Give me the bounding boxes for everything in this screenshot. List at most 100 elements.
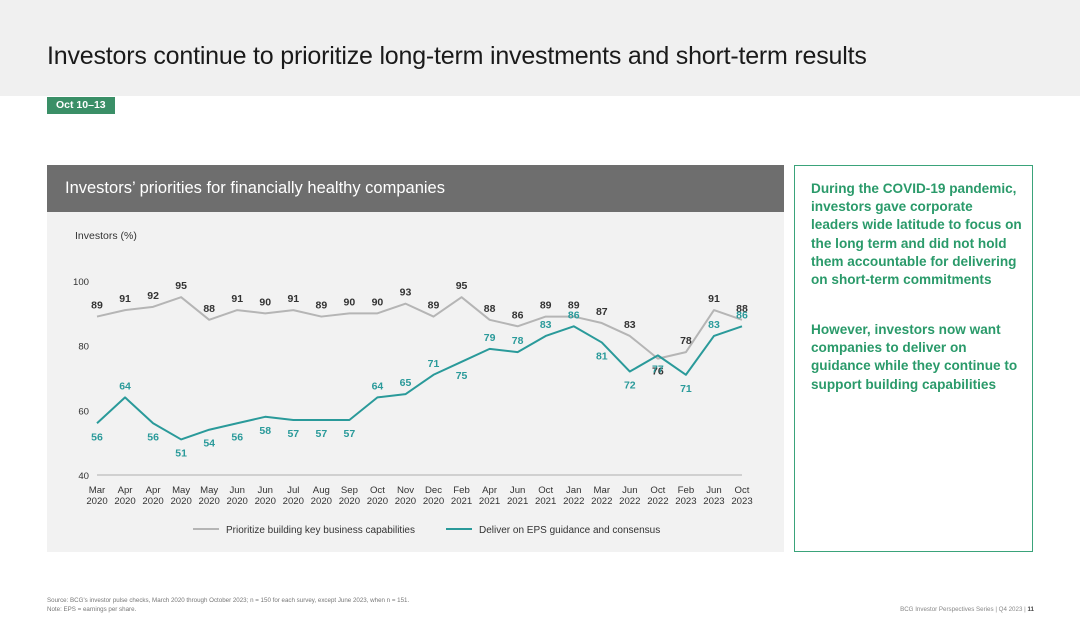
data-label-eps: 71 xyxy=(428,358,440,370)
y-tick-label: 60 xyxy=(78,406,89,417)
x-tick-month: Aug xyxy=(313,485,330,496)
x-tick-month: Jun xyxy=(622,485,637,496)
series-line-eps xyxy=(96,325,743,441)
x-tick-month: Dec xyxy=(425,485,442,496)
x-tick-year: 2022 xyxy=(647,496,668,507)
x-tick-year: 2020 xyxy=(283,496,304,507)
data-label-eps: 72 xyxy=(624,380,636,392)
x-tick-month: Apr xyxy=(482,485,498,496)
data-label-capabilities: 89 xyxy=(568,300,580,312)
x-tick-month: Feb xyxy=(453,485,470,496)
data-label-capabilities: 76 xyxy=(652,366,664,378)
data-label-capabilities: 87 xyxy=(596,306,608,318)
data-label-capabilities: 91 xyxy=(231,293,243,305)
x-tick-year: 2020 xyxy=(367,496,388,507)
data-label-eps: 57 xyxy=(344,428,356,440)
data-label-eps: 51 xyxy=(175,447,187,459)
chart-header: Investors’ priorities for financially he… xyxy=(47,165,784,212)
x-tick-month: May xyxy=(200,485,218,496)
data-label-eps: 83 xyxy=(540,319,552,331)
x-tick-year: 2020 xyxy=(170,496,191,507)
data-label-eps: 56 xyxy=(231,431,243,443)
x-tick-month: Oct xyxy=(735,485,750,496)
x-tick-year: 2020 xyxy=(311,496,332,507)
data-label-capabilities: 89 xyxy=(428,300,440,312)
data-label-capabilities: 89 xyxy=(91,300,103,312)
header-band xyxy=(0,0,1080,96)
data-label-eps: 78 xyxy=(512,335,524,347)
x-tick-month: Jun xyxy=(706,485,721,496)
y-axis-label: Investors (%) xyxy=(75,230,137,242)
data-label-eps: 77 xyxy=(652,363,664,375)
data-label-capabilities: 90 xyxy=(344,296,356,308)
source-note: Source: BCG's investor pulse checks, Mar… xyxy=(47,597,410,604)
data-label-eps: 79 xyxy=(484,332,496,344)
data-label-capabilities: 89 xyxy=(316,300,328,312)
data-label-eps: 81 xyxy=(596,350,608,362)
data-label-capabilities: 90 xyxy=(372,296,384,308)
chart-panel: Investors’ priorities for financially he… xyxy=(47,165,784,552)
data-label-eps: 71 xyxy=(680,383,692,395)
data-label-capabilities: 91 xyxy=(119,293,131,305)
page-title: Investors continue to prioritize long-te… xyxy=(47,42,867,70)
x-tick-year: 2020 xyxy=(339,496,360,507)
data-label-capabilities: 91 xyxy=(708,293,720,305)
data-label-capabilities: 95 xyxy=(175,280,187,292)
series-line-capabilities xyxy=(96,296,743,360)
x-tick-year: 2022 xyxy=(591,496,612,507)
x-tick-month: Sep xyxy=(341,485,358,496)
data-label-capabilities: 90 xyxy=(259,296,271,308)
x-tick-month: Nov xyxy=(397,485,414,496)
x-tick-month: Apr xyxy=(118,485,134,496)
x-tick-year: 2020 xyxy=(395,496,416,507)
y-tick-label: 40 xyxy=(78,471,89,482)
x-tick-month: Jun xyxy=(258,485,273,496)
x-tick-year: 2020 xyxy=(142,496,163,507)
data-label-eps: 64 xyxy=(119,380,131,392)
data-label-eps: 57 xyxy=(287,428,299,440)
data-label-eps: 75 xyxy=(456,370,468,382)
date-badge: Oct 10–13 xyxy=(47,97,115,114)
x-tick-year: 2021 xyxy=(535,496,556,507)
x-tick-month: Oct xyxy=(650,485,665,496)
x-tick-month: Jan xyxy=(566,485,581,496)
data-label-eps: 56 xyxy=(91,431,103,443)
x-tick-year: 2022 xyxy=(619,496,640,507)
data-label-capabilities: 91 xyxy=(287,293,299,305)
page-number: 11 xyxy=(1027,606,1034,613)
data-label-capabilities: 89 xyxy=(540,300,552,312)
insight-paragraph-2: However, investors now want companies to… xyxy=(811,322,1018,392)
x-tick-year: 2020 xyxy=(86,496,107,507)
footer-series-label: BCG Investor Perspectives Series | Q4 20… xyxy=(900,606,1026,613)
data-label-capabilities: 93 xyxy=(400,287,412,299)
data-label-eps: 64 xyxy=(372,380,384,392)
x-tick-month: Jul xyxy=(287,485,299,496)
eps-note: Note: EPS = earnings per share. xyxy=(47,606,137,613)
data-label-capabilities: 86 xyxy=(512,309,524,321)
chart-title: Investors’ priorities for financially he… xyxy=(65,179,445,197)
x-tick-month: Jun xyxy=(510,485,525,496)
data-label-eps: 83 xyxy=(708,319,720,331)
x-tick-month: Jun xyxy=(229,485,244,496)
insight-paragraph-1: During the COVID-19 pandemic, investors … xyxy=(811,181,1022,288)
x-tick-year: 2021 xyxy=(507,496,528,507)
x-tick-year: 2023 xyxy=(675,496,696,507)
data-label-capabilities: 78 xyxy=(680,335,692,347)
x-tick-year: 2020 xyxy=(199,496,220,507)
data-label-capabilities: 83 xyxy=(624,319,636,331)
footer-series: BCG Investor Perspectives Series | Q4 20… xyxy=(900,606,1034,613)
y-tick-label: 80 xyxy=(78,342,89,353)
data-label-eps: 57 xyxy=(316,428,328,440)
data-label-capabilities: 92 xyxy=(147,290,159,302)
data-label-eps: 65 xyxy=(400,377,412,389)
data-label-eps: 86 xyxy=(568,309,580,321)
data-label-capabilities: 95 xyxy=(456,280,468,292)
data-label-capabilities: 88 xyxy=(484,303,496,315)
x-tick-month: Feb xyxy=(678,485,695,496)
x-tick-month: Apr xyxy=(146,485,162,496)
data-label-eps: 58 xyxy=(259,425,271,437)
x-tick-year: 2020 xyxy=(255,496,276,507)
x-tick-year: 2021 xyxy=(451,496,472,507)
insight-sidebar: During the COVID-19 pandemic, investors … xyxy=(794,165,1033,552)
x-tick-year: 2023 xyxy=(731,496,752,507)
